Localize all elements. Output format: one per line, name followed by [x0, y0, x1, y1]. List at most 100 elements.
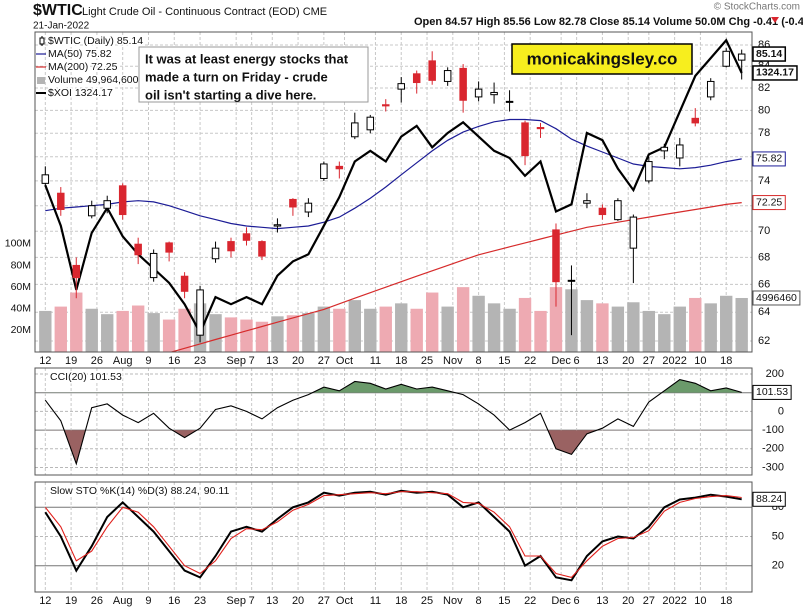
x-tick-label: Sep	[226, 355, 246, 367]
volume-bar	[209, 314, 222, 352]
volume-bar	[348, 300, 362, 352]
candle-body	[598, 207, 607, 216]
x-tick-label: 9	[145, 595, 151, 607]
x-tick-label: 25	[421, 355, 433, 367]
cci-fill	[45, 430, 742, 464]
y-tick-label: -200	[762, 443, 784, 455]
x-tick-label: 7	[249, 355, 255, 367]
volume-tick-label: 60M	[11, 281, 31, 293]
chart-subtitle: Light Crude Oil - Continuous Contract (E…	[82, 6, 327, 18]
candle-body	[459, 67, 467, 101]
chart-title: $WTIC	[33, 2, 83, 19]
x-tick-label: 18	[720, 595, 732, 607]
y-tick-label: 80	[772, 501, 784, 513]
x-tick-label: 2022	[662, 355, 686, 367]
volume-bar	[39, 310, 52, 352]
volume-bar	[70, 292, 83, 352]
cci-fill	[45, 379, 742, 393]
end-label: 75.82	[756, 153, 782, 165]
x-tick-label: 26	[91, 595, 103, 607]
x-tick-label: 12	[39, 355, 51, 367]
legend-label: $XOI 1324.17	[48, 87, 113, 99]
candle-body	[304, 202, 313, 213]
candle-body	[706, 80, 715, 98]
candle-body	[505, 100, 514, 103]
candle-body	[149, 252, 158, 279]
volume-bar	[395, 303, 408, 352]
annotation-text: oil isn't starting a dive here.	[145, 87, 316, 102]
volume-bar	[720, 295, 733, 352]
y-tick-label: 50	[772, 530, 784, 542]
volume-bar	[534, 310, 547, 352]
overlay-line	[44, 38, 743, 336]
volume-bar	[611, 306, 625, 352]
end-label: 101.53	[756, 386, 788, 398]
candle-body	[196, 289, 204, 336]
legend-label: MA(200) 72.25	[48, 61, 118, 73]
end-label: 88.24	[756, 493, 782, 505]
y-tick-label: 66	[758, 278, 770, 290]
x-tick-label: 22	[524, 595, 536, 607]
moving-average	[45, 118, 742, 230]
indicator-line	[44, 491, 742, 579]
candle-body	[629, 216, 638, 249]
panel-frame	[34, 481, 753, 593]
y-tick-label: 20	[772, 560, 784, 572]
candle-body	[351, 122, 359, 138]
x-tick-label: 20	[622, 355, 634, 367]
indicator-legend: Slow STO %K(14) %D(3) 88.24,	[50, 485, 200, 497]
candle-body	[397, 83, 405, 90]
x-tick-label: 15	[498, 355, 510, 367]
candle-body	[722, 50, 730, 67]
y-tick-label: -300	[762, 461, 784, 473]
candle-body	[41, 174, 50, 184]
x-tick-label: 27	[643, 355, 655, 367]
end-label-box	[752, 151, 786, 167]
volume-bar	[255, 321, 269, 352]
volume-bar	[85, 308, 98, 352]
y-tick-label: 70	[758, 225, 770, 237]
y-tick-label: -100	[762, 424, 784, 436]
x-tick-label: Aug	[113, 355, 133, 367]
candle-body	[737, 53, 746, 61]
volume-bar	[487, 303, 501, 352]
candle-body	[676, 144, 684, 159]
volume-bar	[178, 308, 191, 352]
legend-icon	[37, 77, 45, 84]
volume-bar	[54, 306, 67, 352]
x-tick-label: 18	[395, 595, 407, 607]
candle-body	[614, 200, 622, 221]
volume-bar	[162, 319, 176, 352]
end-label-box	[752, 290, 801, 306]
indicator-line	[44, 379, 742, 466]
plot-layer	[39, 38, 748, 352]
y-tick-label: 68	[758, 251, 770, 263]
volume-bar	[425, 292, 439, 352]
plot-layer	[44, 379, 742, 466]
candle-body	[134, 243, 142, 256]
end-label-box	[752, 384, 792, 400]
x-tick-label: Nov	[443, 355, 463, 367]
x-tick-label: 20	[622, 595, 634, 607]
x-tick-label: 19	[65, 595, 77, 607]
volume-bar	[410, 308, 423, 352]
x-tick-label: 11	[370, 595, 381, 607]
x-tick-label: 9	[145, 355, 151, 367]
candle-body	[57, 192, 65, 210]
candle-body	[536, 127, 545, 130]
volume-bar	[379, 306, 392, 352]
x-tick-label: Oct	[336, 595, 353, 607]
x-tick-label: 13	[266, 355, 278, 367]
x-tick-label: 11	[370, 355, 381, 367]
annotation-box	[138, 46, 369, 103]
volume-bar	[333, 308, 346, 352]
x-tick-label: 10	[694, 355, 706, 367]
x-tick-label: Sep	[226, 595, 246, 607]
candle-body	[490, 91, 498, 96]
x-tick-label: Oct	[336, 355, 353, 367]
brand-text: monicakingsley.co	[527, 49, 678, 68]
end-label: 85.14	[756, 48, 782, 60]
candle-body	[645, 161, 653, 182]
chart-date: 21-Jan-2022	[33, 21, 90, 32]
